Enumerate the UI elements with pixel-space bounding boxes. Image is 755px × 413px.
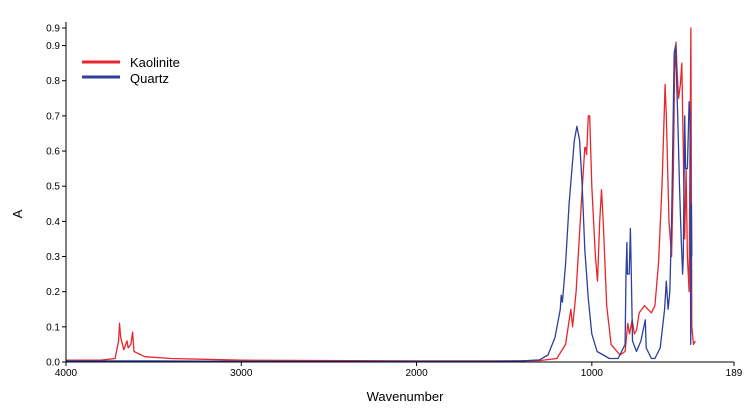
y-tick-label: 0.8: [46, 76, 60, 87]
y-tick-label: 0.7: [46, 111, 60, 122]
legend-label-kaolinite: Kaolinite: [130, 55, 180, 70]
x-tick-label: 2000: [405, 368, 428, 379]
y-axis-title: A: [10, 209, 25, 218]
axes: [65, 22, 734, 363]
y-tick-label: 0.1: [46, 322, 60, 333]
x-tick-label: 3000: [230, 368, 253, 379]
x-axis-title: Wavenumber: [367, 389, 444, 404]
y-tick-label: 0.0: [46, 358, 60, 369]
y-tick-label: 0.2: [46, 287, 60, 298]
y-tick-label: 0.6: [46, 147, 60, 158]
legend: Kaolinite Quartz: [82, 55, 180, 86]
y-tick-label: 0.3: [46, 252, 60, 263]
x-tick-label: 4000: [55, 368, 78, 379]
plot-area: [66, 27, 696, 362]
x-tick-label: 1000: [581, 368, 604, 379]
x-tick-label: 189: [726, 368, 743, 379]
y-tick-label: 0.9: [46, 41, 60, 52]
series-line-kaolinite: [66, 27, 696, 362]
y-tick-label: 0.4: [46, 217, 60, 228]
legend-label-quartz: Quartz: [130, 71, 169, 86]
ticks: 0.0 0.1 0.2 0.3 0.4 0.5 0.6 0.7 0.8 0.9 0.9 4000 300…: [46, 24, 743, 380]
series-line-quartz: [66, 44, 693, 362]
y-tick-label: 0.9: [46, 24, 60, 35]
y-tick-label: 0.5: [46, 182, 60, 193]
